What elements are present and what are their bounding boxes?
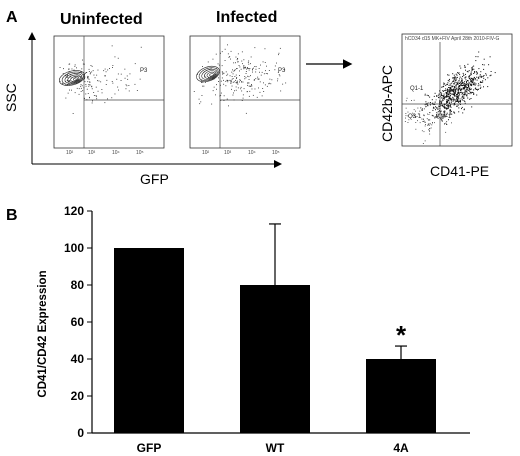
- x-tick-label: GFP: [137, 441, 162, 455]
- infected-contours: [193, 44, 287, 114]
- result-plot-header: hCD34 d15 MK+FIV April 28th 2010-FIV-G: [405, 36, 499, 42]
- bar-4a: [366, 359, 436, 433]
- y-tick-label: 60: [71, 315, 85, 329]
- quadrant-q1-label: Q1-1: [410, 86, 424, 92]
- y-tick-label: 20: [71, 389, 85, 403]
- quadrant-q4-label: Q4-1: [438, 114, 452, 120]
- cd41-axis-label: CD41-PE: [430, 163, 489, 179]
- infected-title: Infected: [216, 9, 277, 26]
- svg-text:10³: 10³: [224, 150, 232, 156]
- gfp-axis-label: GFP: [140, 171, 169, 187]
- y-tick-label: 100: [64, 241, 84, 255]
- result-dots: [404, 51, 496, 144]
- significance-star: *: [396, 320, 407, 350]
- quadrant-q3-label: Q3-1: [408, 114, 422, 120]
- cd41-cd42b-plot: hCD34 d15 MK+FIV April 28th 2010-FIV-G Q…: [401, 33, 513, 147]
- svg-text:10⁴: 10⁴: [112, 150, 120, 156]
- y-tick-label: 0: [77, 426, 84, 440]
- ssc-axis-label: SSC: [3, 83, 19, 112]
- svg-text:10⁵: 10⁵: [136, 150, 144, 156]
- infected-plot: P3 10² 10³ 10⁴ 10⁵: [189, 35, 301, 156]
- uninfected-title: Uninfected: [60, 11, 143, 28]
- x-tick-label: 4A: [393, 441, 409, 455]
- bar-wt: [240, 285, 310, 433]
- svg-text:10⁴: 10⁴: [248, 150, 256, 156]
- svg-text:10²: 10²: [202, 150, 210, 156]
- uninfected-contours: [59, 45, 142, 114]
- cd42b-axis-label: CD42b-APC: [379, 65, 395, 142]
- panel-b-letter: B: [6, 207, 18, 224]
- y-tick-label: 40: [71, 352, 85, 366]
- bar-chart-ylabel: CD41/CD42 Expression: [37, 270, 49, 397]
- panel-a-letter: A: [6, 9, 18, 26]
- uninfected-plot: P3 10² 10³ 10⁴ 10⁵: [53, 35, 165, 156]
- infected-gate-label: P3: [278, 68, 286, 74]
- x-tick-label: WT: [266, 441, 285, 455]
- svg-text:10³: 10³: [88, 150, 96, 156]
- y-tick-label: 120: [64, 204, 84, 218]
- uninfected-gate-label: P3: [140, 68, 148, 74]
- svg-text:10²: 10²: [66, 150, 74, 156]
- bar-gfp: [114, 248, 184, 433]
- y-tick-label: 80: [71, 278, 85, 292]
- bar-chart: 0 20 40 60 80 100 120 GFP WT 4A *: [64, 204, 470, 455]
- svg-text:10⁵: 10⁵: [272, 150, 280, 156]
